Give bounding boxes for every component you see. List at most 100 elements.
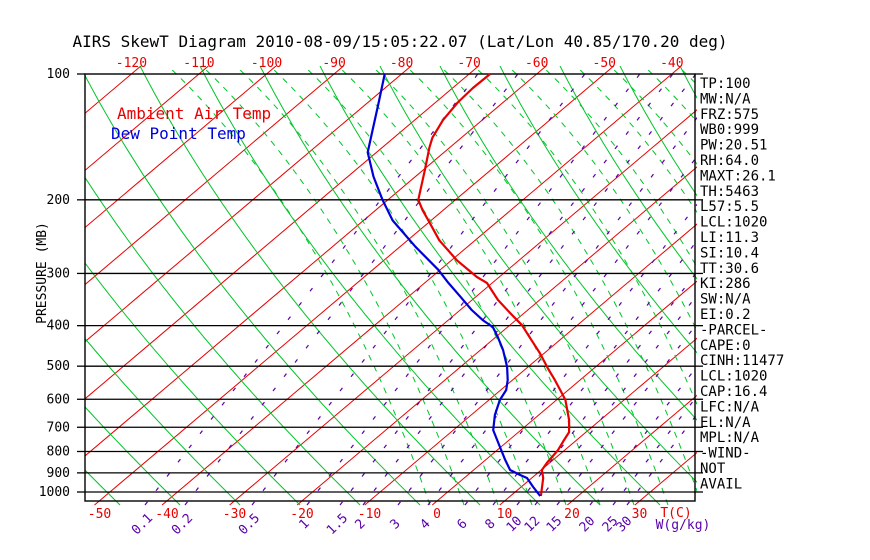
mixing-ratio-line <box>362 71 697 506</box>
sounding-index-value: CAP:16.4 <box>700 384 767 400</box>
temp-tick-label-top: -110 <box>183 56 214 71</box>
sounding-index-value: KI:286 <box>700 276 751 292</box>
legend-dew-point-temp: Dew Point Temp <box>111 124 246 143</box>
moist-adiabat-line <box>269 66 533 506</box>
mixing-ratio-line <box>306 66 647 506</box>
mixing-ratio-tick-label: 20 <box>577 514 599 536</box>
chart-title: AIRS SkewT Diagram 2010-08-09/15:05:22.0… <box>72 32 727 51</box>
temp-tick-label-top: -50 <box>593 56 616 71</box>
moist-adiabat-line <box>541 66 697 269</box>
temp-tick-label-top: -90 <box>322 56 345 71</box>
mixing-ratio-line <box>626 413 697 506</box>
mixing-ratio-line <box>534 294 697 506</box>
temp-tick-label-top: -120 <box>116 56 147 71</box>
mixing-ratio-tick-label: 1.5 <box>324 511 351 538</box>
sounding-profiles <box>366 73 571 497</box>
mixing-ratio-line <box>339 66 680 506</box>
dry-adiabat-line <box>319 66 661 506</box>
temp-tick-label-bottom: 30 <box>632 507 648 522</box>
moist-adiabat-line <box>439 66 697 493</box>
sounding-index-value: LI:11.3 <box>700 230 759 246</box>
mixing-ratio-line <box>397 116 697 506</box>
isotherm-line <box>0 66 6 505</box>
pressure-tick-label: 800 <box>47 444 70 459</box>
mixing-ratio-line <box>516 270 697 506</box>
temp-axis-unit-label: T(C) <box>660 506 691 521</box>
isotherm-line <box>85 66 479 400</box>
dry-adiabat-line <box>439 66 697 421</box>
mixing-ratio-tick-label: 6 <box>454 516 470 532</box>
temp-tick-label-bottom: -30 <box>223 507 246 522</box>
dry-adiabat-line <box>85 406 181 506</box>
mixing-ratio-tick-label: 4 <box>417 516 433 532</box>
dry-adiabat-line <box>85 74 421 506</box>
sounding-index-value: MAXT:26.1 <box>700 168 776 184</box>
moist-adiabat-line <box>337 66 601 506</box>
dry-adiabat-line <box>199 66 541 506</box>
temp-tick-label-bottom: 0 <box>433 507 441 522</box>
dry-adiabat-line <box>259 66 601 506</box>
isotherm-line <box>567 394 697 506</box>
mixing-ratio-line <box>144 66 485 506</box>
dry-adiabat-line <box>379 66 697 483</box>
dry-adiabat-line <box>85 337 241 506</box>
pressure-axis-label: PRESSURE (MB) <box>35 222 50 324</box>
mixing-ratio-tick-label: 12 <box>522 514 544 536</box>
isotherm-line <box>499 337 697 506</box>
temp-tick-label-bottom: -10 <box>358 507 381 522</box>
mixing-ratio-line <box>464 203 697 506</box>
pressure-tick-label: 200 <box>47 193 70 208</box>
isotherm-line <box>85 66 277 229</box>
sounding-index-value: PW:20.51 <box>700 138 767 154</box>
pressure-grid <box>77 73 703 502</box>
mixing-ratio-tick-label: 0.1 <box>129 511 156 538</box>
temp-tick-label-top: -60 <box>525 56 548 71</box>
sounding-index-value: SI:10.4 <box>700 245 759 261</box>
dry-adiabat-line <box>0 66 60 505</box>
mixing-ratio-tick-label: 3 <box>387 516 403 532</box>
temp-tick-label-bottom: -40 <box>155 507 178 522</box>
sounding-index-value: -PARCEL- <box>700 322 767 338</box>
moist-adiabat-line <box>201 66 465 506</box>
temp-tick-label-bottom: 10 <box>497 507 513 522</box>
sounding-index-value: LFC:N/A <box>700 399 760 415</box>
temp-tick-label-top: -70 <box>457 56 480 71</box>
sounding-index-value: WB0:999 <box>700 122 759 138</box>
sounding-index-value: FRZ:575 <box>700 107 759 123</box>
isotherm-line <box>85 66 344 286</box>
sounding-index-value: RH:64.0 <box>700 153 759 169</box>
sounding-index-value: CAPE:0 <box>700 338 751 354</box>
mixing-ratio-unit-label: W(g/kg) <box>656 518 711 533</box>
moist-adiabat-line <box>235 66 499 506</box>
sounding-index-value: EI:0.2 <box>700 307 751 323</box>
isotherm-line <box>94 66 615 506</box>
sounding-index-value: L57:5.5 <box>700 199 759 215</box>
legend-ambient-air-temp: Ambient Air Temp <box>117 104 271 123</box>
plot-frame <box>84 73 696 502</box>
mixing-ratio-line <box>556 322 697 506</box>
sounding-index-value: SW:N/A <box>700 292 751 308</box>
dry-adiabat-line <box>559 66 697 280</box>
temp-tick-label-bottom: 20 <box>564 507 580 522</box>
sounding-index-value: LCL:1020 <box>700 215 767 231</box>
background-grid-lines <box>0 66 697 506</box>
temp-tick-label-bottom: -20 <box>290 507 313 522</box>
mixing-ratio-line <box>251 66 592 506</box>
moist-adiabat-line <box>371 66 635 506</box>
sounding-indices-panel: TP:100MW:N/AFRZ:575WB0:999PW:20.51RH:64.… <box>700 76 784 492</box>
isotherm-line <box>431 280 697 506</box>
dew-point-profile <box>366 73 542 497</box>
sounding-index-value: TT:30.6 <box>700 261 759 277</box>
moist-adiabat-line <box>405 66 669 506</box>
sounding-index-value: AVAIL <box>700 476 742 492</box>
isotherm-line <box>364 223 697 506</box>
mixing-ratio-line <box>612 395 697 506</box>
sounding-index-value: MW:N/A <box>700 91 751 107</box>
pressure-tick-label: 100 <box>47 67 70 82</box>
dry-adiabat-line <box>619 66 697 197</box>
sounding-index-value: MPL:N/A <box>700 430 760 446</box>
pressure-tick-label: 700 <box>47 420 70 435</box>
temp-tick-label-top: -100 <box>251 56 282 71</box>
mixing-ratio-line <box>589 365 697 506</box>
